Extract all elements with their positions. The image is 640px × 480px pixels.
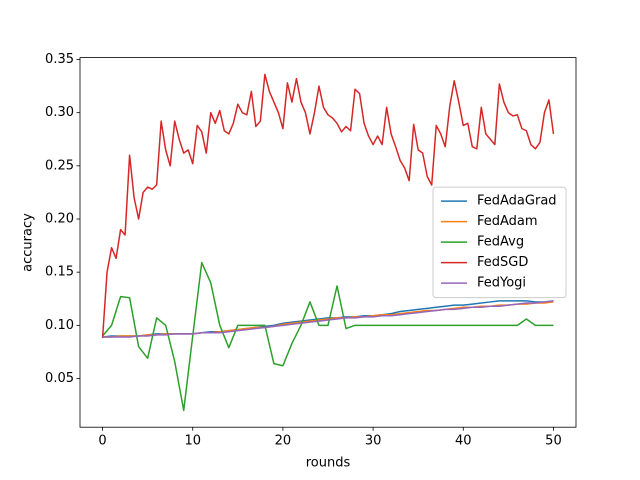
series-line xyxy=(102,300,554,338)
legend-label: FedSGD xyxy=(477,255,528,270)
legend-label: FedAdam xyxy=(477,214,538,229)
x-tick-label: 10 xyxy=(184,434,201,449)
legend-box xyxy=(432,186,567,299)
y-axis-label: accuracy xyxy=(21,213,36,272)
x-tick-label: 0 xyxy=(98,434,106,449)
x-tick-label: 20 xyxy=(275,434,292,449)
legend-label: FedAdaGrad xyxy=(477,194,557,209)
x-tick-label: 40 xyxy=(455,434,472,449)
y-tick-label: 0.05 xyxy=(45,371,74,386)
x-tick-label: 30 xyxy=(365,434,382,449)
y-tick-label: 0.15 xyxy=(45,265,74,280)
y-tick-label: 0.25 xyxy=(45,158,74,173)
series-line xyxy=(101,261,554,412)
legend-label: FedYogi xyxy=(477,276,526,291)
y-tick-label: 0.35 xyxy=(45,52,74,67)
x-tick-label: 50 xyxy=(545,434,562,449)
legend-label: FedAvg xyxy=(477,235,524,250)
series-line xyxy=(101,73,555,339)
axes-frame xyxy=(79,57,577,428)
x-axis-label: rounds xyxy=(306,456,351,471)
y-tick-label: 0.10 xyxy=(45,318,74,333)
y-tick-label: 0.20 xyxy=(45,212,74,227)
y-tick-label: 0.30 xyxy=(45,105,74,120)
